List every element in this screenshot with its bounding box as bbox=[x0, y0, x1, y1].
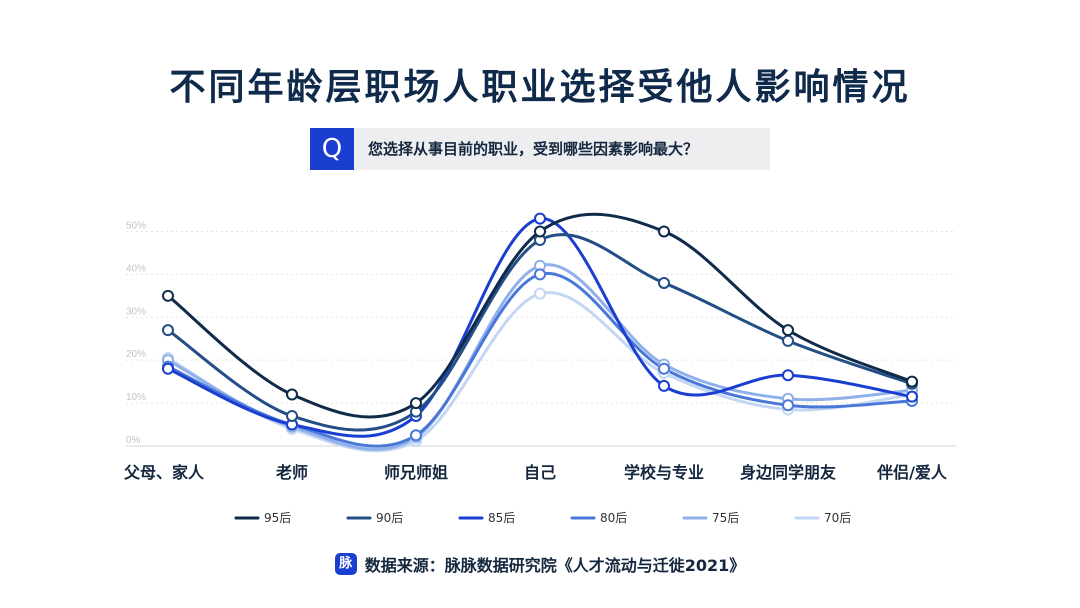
x-axis-label: 学校与专业 bbox=[624, 463, 704, 482]
data-point bbox=[906, 390, 918, 403]
data-point bbox=[658, 225, 670, 238]
y-tick-label: 20% bbox=[126, 349, 146, 360]
legend-label: 85后 bbox=[488, 511, 515, 525]
data-point bbox=[162, 324, 174, 337]
data-point bbox=[410, 429, 422, 442]
data-point bbox=[782, 334, 794, 347]
x-axis-label: 自己 bbox=[524, 463, 556, 482]
data-point bbox=[534, 268, 546, 281]
x-axis-label: 伴侣/爱人 bbox=[876, 463, 948, 482]
line-chart: 0% 10% 20% 30% 40% 50% 父母、家人 老师 师兄师姐 自己 学校与专业 身边同学… bbox=[123, 212, 956, 525]
data-point bbox=[534, 225, 546, 238]
data-point bbox=[658, 276, 670, 289]
data-point bbox=[782, 399, 794, 412]
data-point bbox=[782, 324, 794, 337]
source-text: 数据来源：脉脉数据研究院《人才流动与迁徙2021》 bbox=[364, 556, 746, 575]
legend-label: 90后 bbox=[376, 511, 403, 525]
data-point bbox=[286, 388, 298, 401]
data-point bbox=[782, 369, 794, 382]
question-text: 您选择从事目前的职业，受到哪些因素影响最大？ bbox=[368, 140, 699, 158]
maimai-logo-icon: 脉 bbox=[334, 553, 357, 575]
x-axis-label: 身边同学朋友 bbox=[740, 463, 837, 482]
question-icon: Q bbox=[310, 128, 354, 170]
data-point bbox=[534, 212, 546, 225]
x-axis-label: 老师 bbox=[275, 463, 308, 482]
page-title: 不同年龄层职场人职业选择受他人影响情况 bbox=[169, 67, 911, 108]
question-bar: Q 您选择从事目前的职业，受到哪些因素影响最大？ bbox=[310, 128, 770, 170]
y-tick-label: 10% bbox=[126, 392, 146, 403]
data-point bbox=[658, 379, 670, 392]
data-point bbox=[286, 409, 298, 422]
series-line bbox=[166, 290, 914, 453]
legend-label: 95后 bbox=[264, 511, 291, 525]
legend-label: 80后 bbox=[600, 511, 627, 525]
data-source: 脉数据来源：脉脉数据研究院《人才流动与迁徙2021》 bbox=[0, 552, 1080, 576]
y-tick-label: 0% bbox=[126, 435, 141, 446]
legend-label: 70后 bbox=[824, 511, 851, 525]
data-point bbox=[534, 287, 546, 300]
data-point bbox=[162, 289, 174, 302]
data-point bbox=[162, 362, 174, 375]
data-point bbox=[658, 362, 670, 375]
legend-label: 75后 bbox=[712, 511, 739, 525]
data-point bbox=[410, 397, 422, 410]
x-axis-label: 师兄师姐 bbox=[384, 463, 448, 482]
series-line bbox=[166, 217, 914, 438]
y-tick-label: 30% bbox=[126, 306, 146, 317]
y-tick-label: 40% bbox=[126, 263, 146, 274]
x-axis-label: 父母、家人 bbox=[123, 463, 205, 482]
data-point bbox=[906, 375, 918, 388]
y-tick-label: 50% bbox=[126, 220, 146, 231]
